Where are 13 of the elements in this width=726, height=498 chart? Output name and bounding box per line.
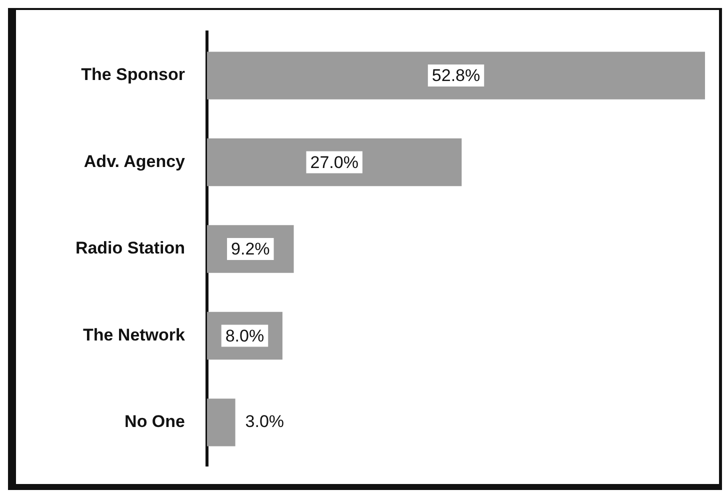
y-tick-label: Adv. Agency (84, 152, 186, 171)
data-label: 52.8% (432, 66, 480, 86)
bar (207, 398, 236, 446)
bar (207, 52, 705, 100)
data-label: 3.0% (245, 412, 284, 432)
y-tick-label: Radio Station (75, 238, 185, 258)
y-tick-label: The Sponsor (81, 65, 186, 84)
data-label: 27.0% (310, 152, 358, 172)
y-tick-label: No One (124, 412, 185, 432)
data-label: 9.2% (231, 240, 270, 259)
bar (207, 138, 462, 186)
y-tick-label: The Network (82, 325, 186, 344)
data-label: 8.0% (225, 326, 264, 346)
